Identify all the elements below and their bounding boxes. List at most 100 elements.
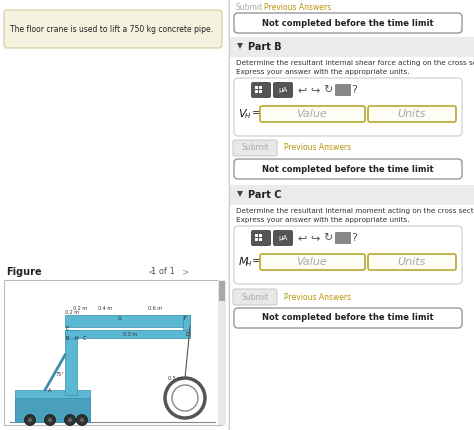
Text: 1 of 1: 1 of 1 — [151, 267, 175, 276]
Text: E: E — [65, 326, 69, 331]
Text: Figure: Figure — [6, 267, 42, 277]
Text: Express your answer with the appropriate units.: Express your answer with the appropriate… — [236, 69, 410, 75]
Text: 0.3 m: 0.3 m — [123, 332, 137, 338]
FancyBboxPatch shape — [260, 254, 365, 270]
Text: Submit: Submit — [241, 292, 269, 301]
Text: ↩: ↩ — [297, 85, 307, 95]
FancyBboxPatch shape — [335, 232, 351, 244]
Bar — [15, 390, 90, 422]
Text: ↪: ↪ — [310, 85, 319, 95]
Text: <: < — [148, 267, 156, 276]
Text: H: H — [74, 335, 78, 341]
FancyBboxPatch shape — [251, 82, 271, 98]
FancyBboxPatch shape — [234, 13, 462, 33]
Text: ↩: ↩ — [297, 233, 307, 243]
Bar — [65, 330, 77, 395]
Text: Determine the resultant internal moment acting on the cross section at H.: Determine the resultant internal moment … — [236, 208, 474, 214]
Text: 0.6 m: 0.6 m — [148, 307, 162, 311]
Text: Part C: Part C — [248, 190, 282, 200]
Bar — [229, 37, 474, 57]
Text: $V$: $V$ — [238, 107, 248, 119]
FancyBboxPatch shape — [251, 230, 271, 246]
FancyBboxPatch shape — [234, 308, 462, 328]
Bar — [259, 238, 262, 241]
FancyBboxPatch shape — [4, 10, 222, 48]
Text: μA: μA — [278, 235, 288, 241]
FancyBboxPatch shape — [234, 159, 462, 179]
Bar — [259, 90, 262, 93]
Circle shape — [64, 415, 75, 426]
Polygon shape — [237, 191, 243, 197]
Text: Previous Answers: Previous Answers — [284, 292, 351, 301]
FancyBboxPatch shape — [335, 84, 351, 96]
Text: Submit: Submit — [236, 3, 263, 12]
Text: =: = — [252, 256, 261, 266]
Text: Units: Units — [398, 109, 426, 119]
Text: $M$: $M$ — [238, 255, 249, 267]
Bar — [65, 330, 190, 338]
Bar — [255, 238, 258, 241]
Text: F: F — [183, 316, 186, 322]
Text: ?: ? — [351, 233, 357, 243]
Bar — [65, 315, 190, 327]
Bar — [0, 0, 228, 430]
Bar — [183, 315, 190, 335]
Bar — [255, 86, 258, 89]
Text: H: H — [245, 113, 250, 119]
Bar — [15, 398, 90, 422]
Text: ↻: ↻ — [323, 85, 333, 95]
Text: 0.5 m: 0.5 m — [168, 375, 182, 381]
Bar — [218, 280, 226, 425]
Text: G: G — [118, 316, 122, 322]
FancyBboxPatch shape — [273, 82, 293, 98]
Bar — [259, 86, 262, 89]
Circle shape — [28, 418, 32, 422]
FancyBboxPatch shape — [233, 289, 277, 305]
Text: The floor crane is used to lift a 750 kg concrete pipe.: The floor crane is used to lift a 750 kg… — [10, 25, 213, 34]
Text: Determine the resultant internal shear force acting on the cross section at H: Determine the resultant internal shear f… — [236, 60, 474, 66]
Text: Part B: Part B — [248, 42, 282, 52]
Polygon shape — [237, 43, 243, 49]
Text: μA: μA — [278, 87, 288, 93]
Bar — [229, 185, 474, 205]
Circle shape — [76, 415, 88, 426]
Text: Previous Answers: Previous Answers — [284, 144, 351, 153]
Bar — [229, 0, 474, 430]
Text: ?: ? — [351, 85, 357, 95]
Text: Submit: Submit — [241, 144, 269, 153]
Bar — [219, 281, 225, 301]
Circle shape — [48, 418, 52, 422]
FancyBboxPatch shape — [260, 106, 365, 122]
Bar — [255, 90, 258, 93]
Circle shape — [25, 415, 36, 426]
Circle shape — [45, 415, 55, 426]
Text: Not completed before the time limit: Not completed before the time limit — [262, 165, 434, 173]
Text: ↻: ↻ — [323, 233, 333, 243]
Text: >: > — [182, 267, 190, 276]
Text: 75°: 75° — [55, 372, 64, 378]
Text: Previous Answers: Previous Answers — [264, 3, 331, 12]
Text: 0.2 m: 0.2 m — [73, 307, 87, 311]
Text: B: B — [65, 335, 69, 341]
Text: Value: Value — [297, 109, 328, 119]
Text: D: D — [185, 332, 189, 337]
Text: =: = — [252, 108, 261, 118]
Circle shape — [80, 418, 84, 422]
Text: C: C — [82, 335, 86, 341]
Text: Units: Units — [398, 257, 426, 267]
Text: 0.4 m: 0.4 m — [98, 307, 112, 311]
Text: Value: Value — [297, 257, 328, 267]
Circle shape — [68, 418, 72, 422]
Text: Not completed before the time limit: Not completed before the time limit — [262, 313, 434, 322]
Bar — [259, 234, 262, 237]
Text: A: A — [48, 387, 52, 393]
Text: ↪: ↪ — [310, 233, 319, 243]
FancyBboxPatch shape — [368, 106, 456, 122]
Text: Express your answer with the appropriate units.: Express your answer with the appropriate… — [236, 217, 410, 223]
FancyBboxPatch shape — [368, 254, 456, 270]
Text: H: H — [246, 261, 251, 267]
FancyBboxPatch shape — [234, 226, 462, 284]
Text: Not completed before the time limit: Not completed before the time limit — [262, 18, 434, 28]
Text: 0.2 m: 0.2 m — [65, 310, 79, 314]
Bar — [255, 234, 258, 237]
